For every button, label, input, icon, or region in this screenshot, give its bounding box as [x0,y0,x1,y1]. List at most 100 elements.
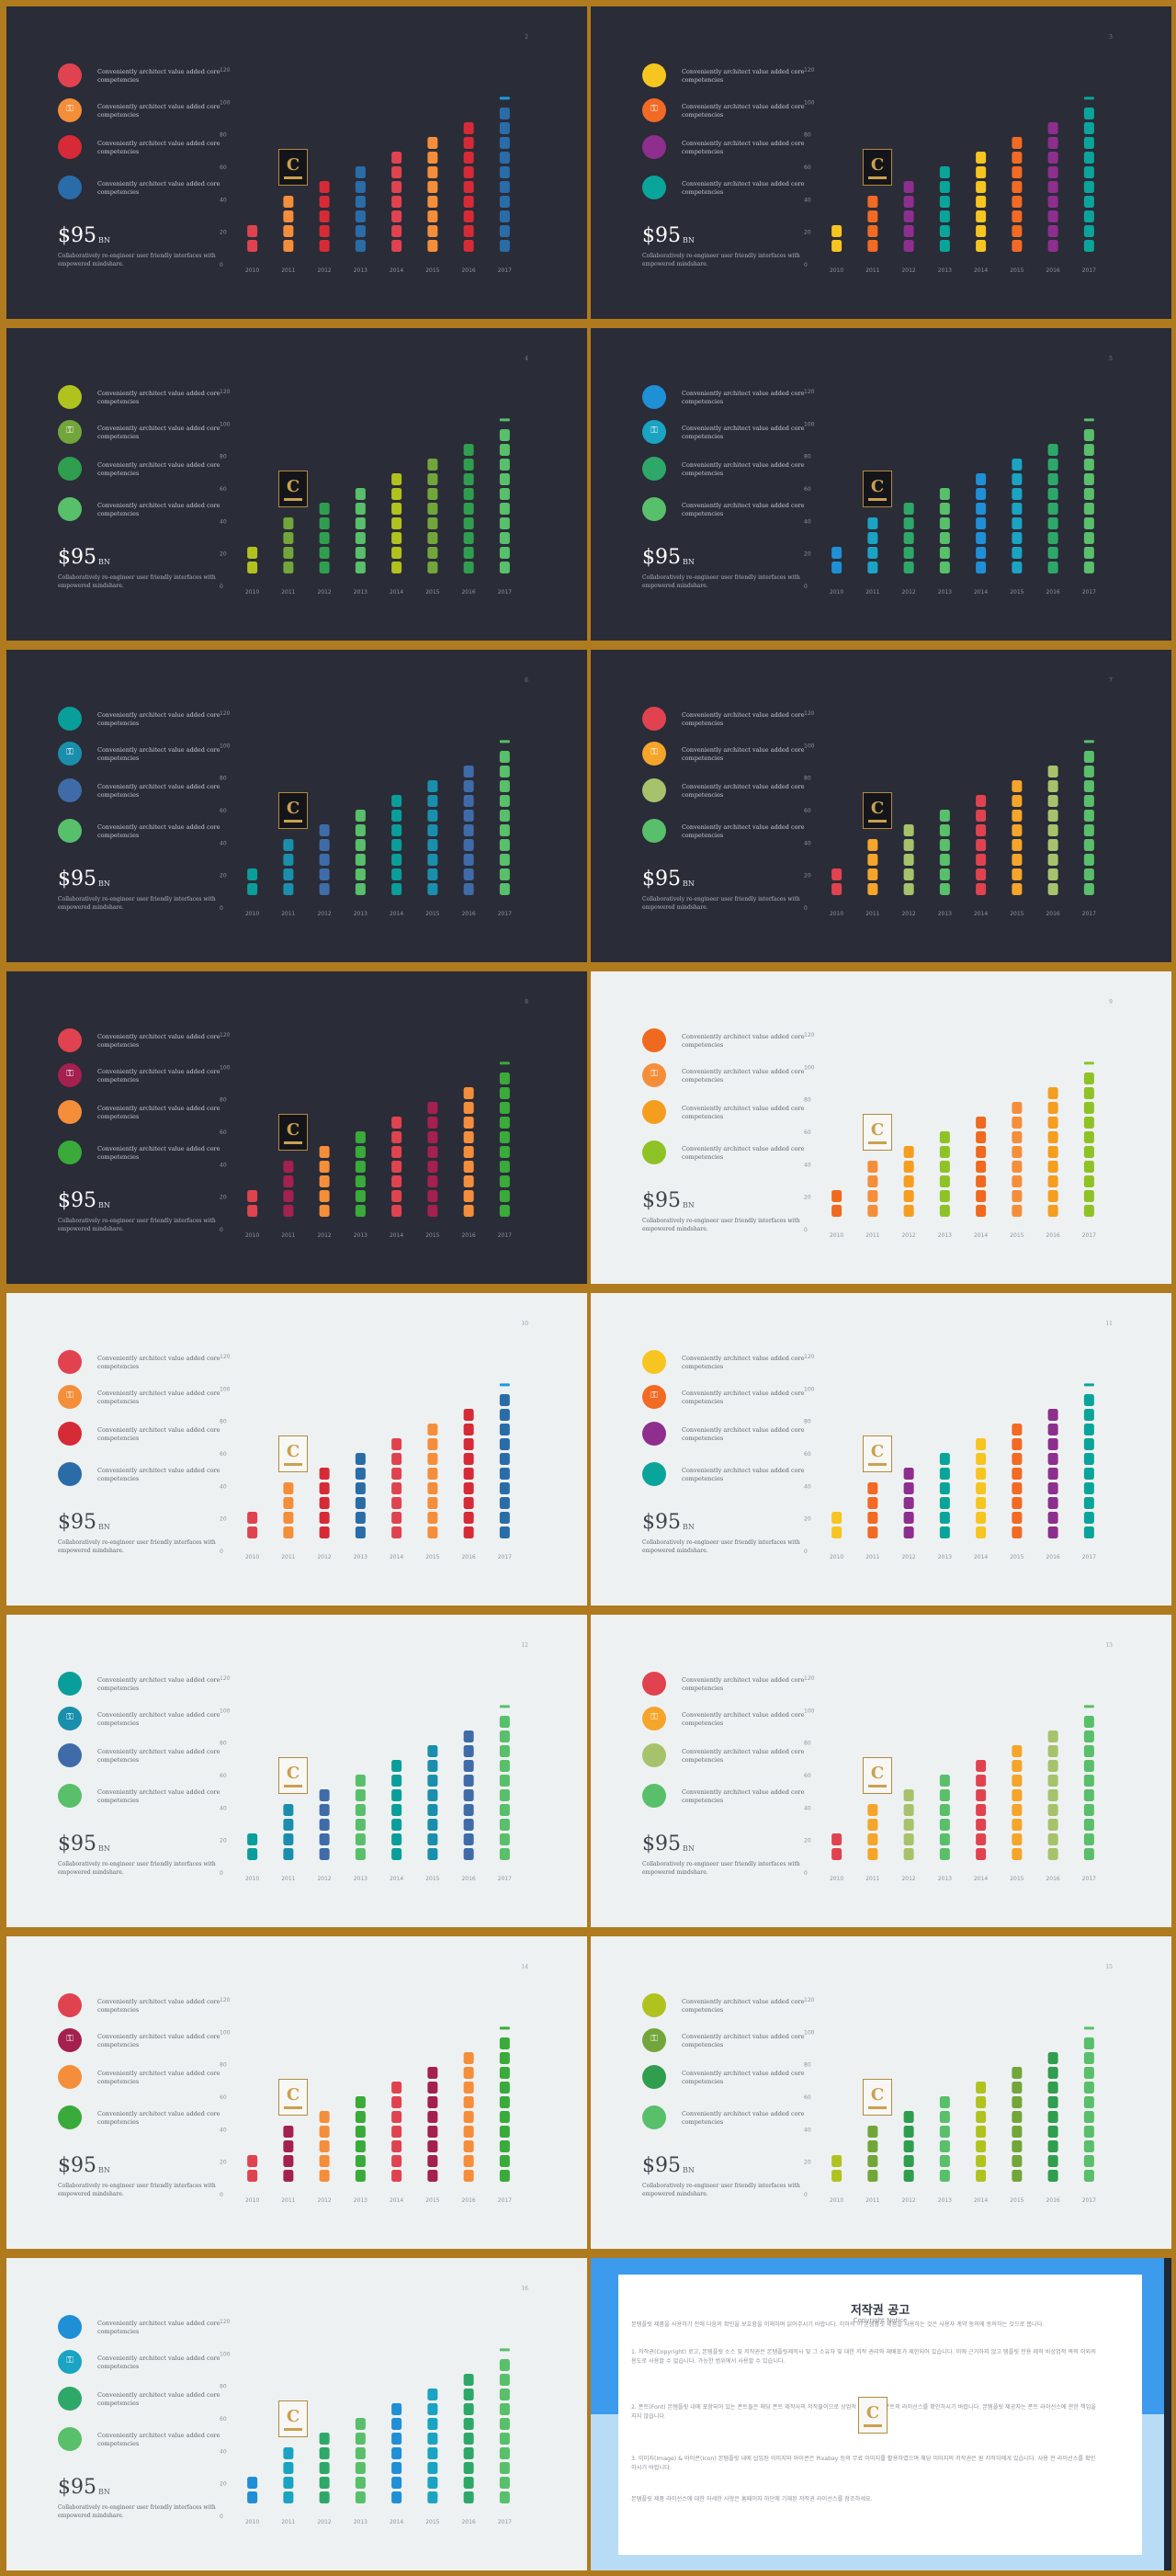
bar-segment [463,2462,474,2474]
bar-segment [903,2170,914,2182]
bar-segment [1012,1453,1023,1465]
bar-segment [976,1482,987,1494]
bar-segment [427,1453,438,1465]
x-tick-label: 2012 [901,1554,915,1560]
bar-segment [976,1468,987,1480]
bar-segment [247,225,258,237]
logo-letter: C [286,477,300,496]
bar [1012,1745,1023,1860]
bar-segment [939,2170,950,2182]
y-tick-label: 120 [804,389,815,395]
circle-icon [642,63,666,87]
key-icon: ⚿ [642,1385,666,1409]
bar-segment [903,1789,914,1801]
legend-text: Conveniently architect value added core … [682,1145,805,1161]
bar-segment [1047,1409,1058,1421]
bar [319,1468,330,1538]
bar [319,1789,330,1860]
x-tick-label: 2016 [461,267,475,274]
bar-segment [1083,839,1094,851]
y-tick-label: 0 [220,262,223,268]
bar-segment [1012,1131,1023,1143]
bar-segment [939,1482,950,1494]
bar-segment [391,854,402,866]
bar-segment [427,810,438,822]
logo-underline [284,820,302,823]
bar [247,1512,258,1538]
bar-segment [1047,2155,1058,2167]
big-number: $95 [58,2154,96,2177]
bar-segment [427,1775,438,1787]
bar-segment [499,1731,510,1742]
bar-segment [1083,1819,1094,1831]
x-tick-label: 2012 [901,1876,915,1882]
bar [1083,1383,1094,1538]
y-tick-label: 100 [804,1708,815,1714]
page-number: 2 [525,34,528,40]
description-text: Collaboratively re-engineer user friendl… [58,2183,216,2197]
bar-segment [1083,240,1094,252]
bar [499,1383,510,1538]
bar-segment [1012,2082,1023,2094]
bar-chart: 0 20 40 60 80 100 120 2010 2011 2012 2013 2014 2015 2… [804,710,1096,917]
bar-segment [1012,868,1023,880]
bar-segment [463,795,474,807]
legend-text: Conveniently architect value added core … [682,1676,805,1692]
bar-segment [463,181,474,193]
bar-segment [1083,1438,1094,1450]
bar-segment [463,854,474,866]
logo-letter: C [870,1120,885,1140]
big-number: $95 [58,868,96,891]
logo-letter: C [286,799,300,818]
bar-segment [1012,2096,1023,2108]
bar-segment [355,1468,366,1480]
circle-icon [642,1993,666,2017]
bar [355,166,366,252]
x-tick-label: 2011 [281,589,295,596]
bar-segment [391,532,402,544]
bar-segment [499,1804,510,1816]
bar-segment [976,1775,987,1787]
bar [355,488,366,573]
y-tick-label: 0 [804,905,808,912]
bar-segment [1047,1745,1058,1757]
bar-segment [1083,883,1094,895]
bar-segment [427,2111,438,2123]
bar-segment [976,1205,987,1217]
bar-segment [391,2491,402,2503]
circle-icon [642,819,666,843]
y-tick-label: 120 [220,710,231,717]
bar-segment [903,1804,914,1816]
x-tick-label: 2013 [938,267,952,274]
bar-segment [391,883,402,895]
bar-segment [463,1424,474,1436]
bar-segment [499,751,510,763]
bar-segment [867,225,878,237]
y-tick-label: 100 [220,2029,231,2036]
bar-segment [499,854,510,866]
x-tick-label: 2011 [281,911,295,917]
y-tick-label: 100 [804,2029,815,2036]
legend-text: Conveniently architect value added core … [682,103,805,119]
bar-segment [463,488,474,500]
bar-segment [499,137,510,149]
x-tick-label: 2017 [498,2519,512,2525]
bar-segment [391,2170,402,2182]
bar-segment [939,883,950,895]
bar-segment [499,2447,510,2459]
bar-segment [391,1190,402,1202]
notice-paragraph: 1. 저작권(Copyright) 로고, 본템플릿 소스 및 저작권은 본템플… [631,2349,1096,2365]
bar-segment [355,2433,366,2445]
bar-segment [499,2140,510,2152]
bar-segment [355,1526,366,1538]
bar-segment [427,2491,438,2503]
x-tick-label: 2010 [830,1232,843,1239]
legend-text: Conveniently architect value added core … [682,1105,805,1120]
bar-segment [1083,751,1094,763]
bar-segment [427,137,438,149]
bar [319,2433,330,2503]
bar-segment [1012,2155,1023,2167]
bar [391,473,402,573]
logo-badge: C [278,149,308,186]
bar [427,1102,438,1217]
